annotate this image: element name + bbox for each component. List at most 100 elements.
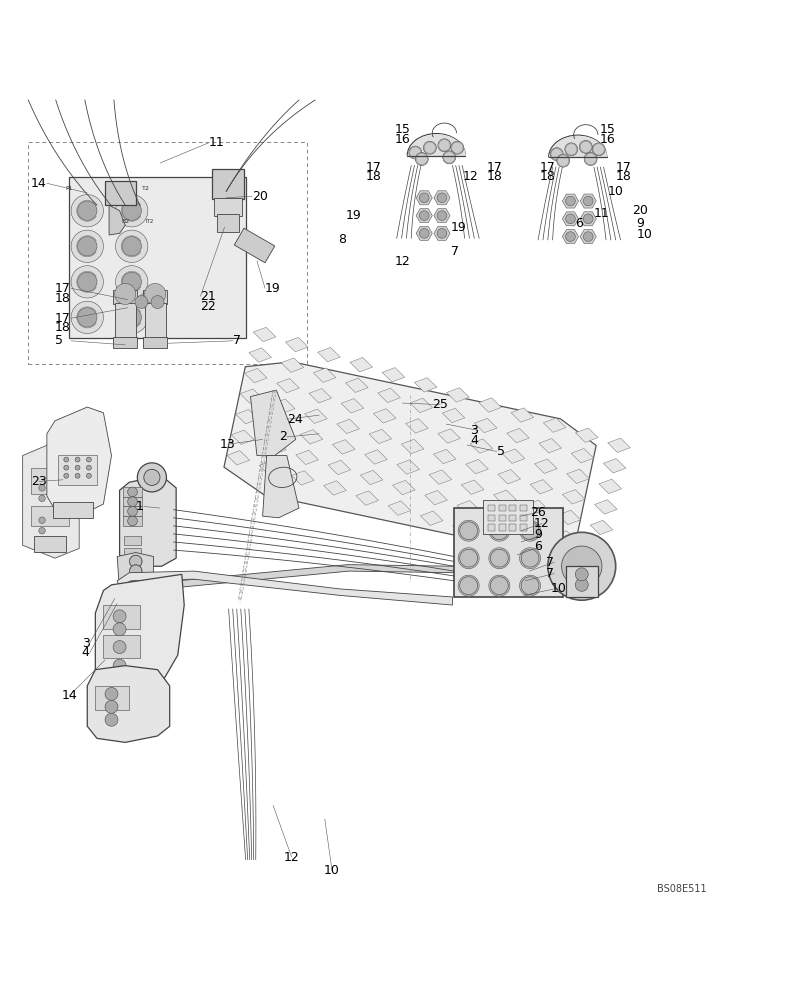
Circle shape (583, 214, 593, 224)
Text: 17: 17 (540, 161, 556, 174)
Polygon shape (580, 212, 596, 226)
Bar (566, 566, 598, 597)
Circle shape (86, 457, 91, 462)
Circle shape (565, 143, 578, 156)
Text: 21: 21 (200, 290, 216, 303)
Polygon shape (434, 226, 450, 240)
Polygon shape (23, 442, 79, 558)
Polygon shape (562, 230, 579, 244)
Circle shape (39, 527, 45, 534)
Text: 7: 7 (233, 334, 241, 347)
Polygon shape (608, 438, 630, 452)
Polygon shape (337, 419, 360, 434)
Text: 7: 7 (546, 556, 554, 569)
Polygon shape (378, 388, 401, 403)
Circle shape (145, 283, 166, 304)
Polygon shape (281, 358, 304, 372)
Circle shape (128, 497, 137, 506)
Polygon shape (604, 459, 626, 473)
Circle shape (458, 548, 479, 569)
Polygon shape (526, 500, 549, 515)
Circle shape (113, 610, 126, 623)
Bar (103, 605, 140, 629)
Circle shape (115, 283, 136, 304)
Circle shape (458, 575, 479, 596)
Circle shape (105, 713, 118, 726)
Polygon shape (234, 228, 275, 263)
Polygon shape (259, 461, 282, 475)
Text: 26: 26 (530, 506, 545, 519)
Bar (520, 515, 527, 521)
Polygon shape (245, 368, 267, 383)
Circle shape (562, 546, 602, 586)
Text: 8: 8 (338, 233, 346, 246)
Text: 10: 10 (550, 582, 566, 595)
Text: 25: 25 (432, 398, 448, 411)
Circle shape (78, 201, 97, 220)
Circle shape (437, 193, 447, 203)
Circle shape (128, 506, 137, 516)
Polygon shape (117, 565, 457, 595)
Text: 5: 5 (55, 334, 63, 347)
Polygon shape (305, 409, 327, 423)
Polygon shape (47, 407, 112, 512)
Circle shape (419, 193, 429, 203)
Circle shape (419, 211, 429, 220)
Circle shape (64, 465, 69, 470)
Circle shape (39, 495, 45, 502)
Bar (499, 505, 506, 511)
Text: 14: 14 (61, 689, 77, 702)
Polygon shape (474, 418, 497, 433)
Polygon shape (117, 571, 452, 605)
Polygon shape (397, 460, 419, 474)
Circle shape (575, 568, 588, 581)
Polygon shape (549, 551, 572, 566)
Polygon shape (461, 480, 484, 494)
Polygon shape (507, 428, 529, 443)
Bar (520, 524, 527, 531)
Circle shape (415, 153, 428, 165)
Text: 18: 18 (55, 292, 71, 304)
Polygon shape (402, 439, 424, 454)
Polygon shape (393, 480, 415, 495)
Polygon shape (373, 409, 396, 423)
Circle shape (438, 139, 451, 152)
Bar (34, 536, 66, 552)
Circle shape (423, 141, 436, 154)
Polygon shape (120, 476, 176, 566)
Polygon shape (442, 408, 465, 423)
Text: 7: 7 (546, 567, 554, 580)
Polygon shape (350, 358, 372, 372)
Circle shape (583, 232, 593, 241)
Circle shape (71, 301, 103, 334)
Polygon shape (429, 470, 452, 484)
Text: 22: 22 (200, 300, 216, 313)
Bar (103, 635, 140, 658)
Bar (143, 290, 167, 304)
Circle shape (116, 230, 148, 262)
Circle shape (557, 154, 570, 167)
Circle shape (409, 146, 422, 159)
Polygon shape (415, 378, 437, 392)
Polygon shape (586, 541, 608, 555)
Circle shape (419, 229, 429, 238)
Polygon shape (465, 459, 488, 474)
Polygon shape (590, 520, 612, 535)
Bar (483, 500, 533, 534)
Polygon shape (388, 501, 410, 515)
Text: 10: 10 (608, 185, 624, 198)
Circle shape (443, 151, 456, 164)
Bar (115, 303, 136, 338)
Polygon shape (318, 347, 340, 362)
Circle shape (75, 465, 80, 470)
Text: 11: 11 (208, 136, 224, 149)
Polygon shape (571, 449, 594, 463)
Circle shape (122, 272, 141, 292)
Text: 17: 17 (616, 161, 632, 174)
Text: 17: 17 (55, 282, 71, 295)
Polygon shape (517, 541, 540, 556)
Bar (217, 214, 239, 232)
Circle shape (129, 582, 142, 595)
Polygon shape (562, 490, 585, 504)
Text: 17: 17 (55, 312, 71, 325)
